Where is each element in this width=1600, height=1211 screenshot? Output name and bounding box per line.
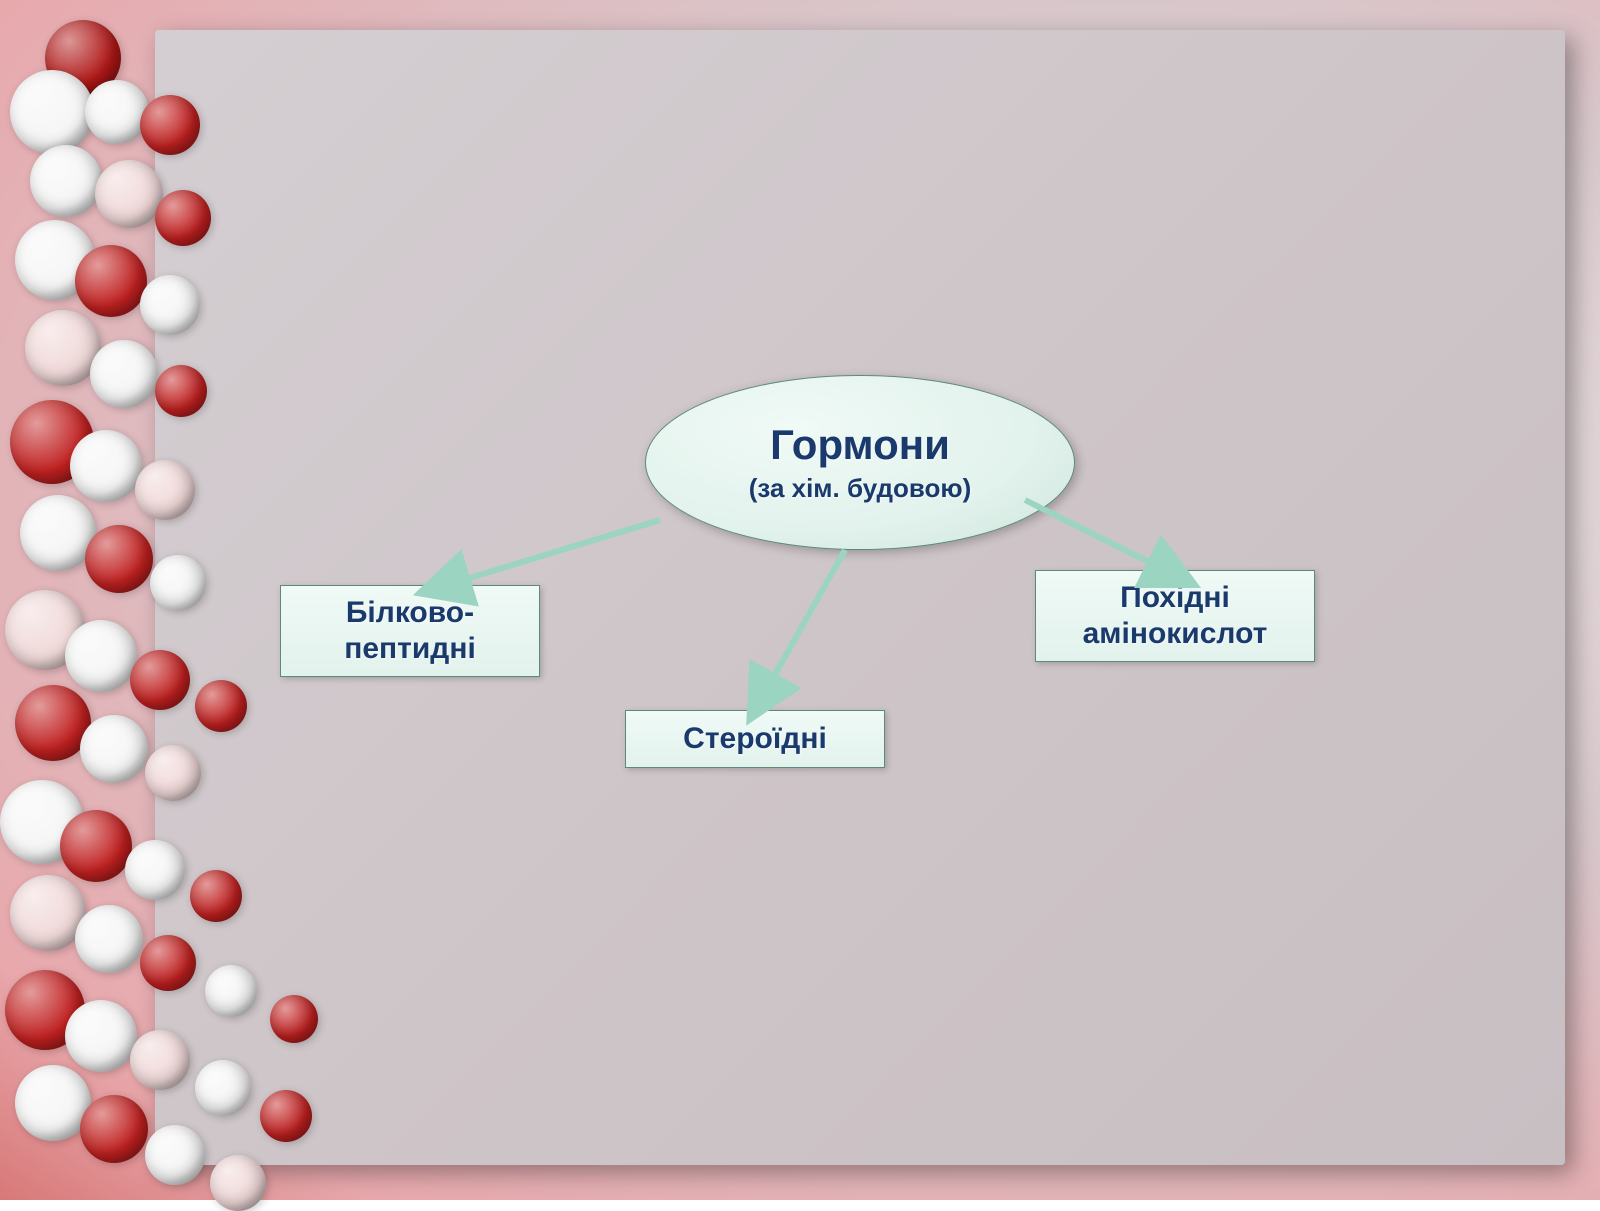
molecule-sphere [85, 525, 153, 593]
molecule-sphere [30, 145, 102, 217]
molecule-sphere [95, 160, 163, 228]
molecule-sphere [85, 80, 149, 144]
molecule-sphere [90, 340, 158, 408]
molecule-sphere [75, 245, 147, 317]
molecule-sphere [60, 810, 132, 882]
arrow [755, 550, 845, 710]
molecule-sphere [65, 620, 137, 692]
molecule-sphere [10, 70, 94, 154]
arrow [430, 520, 660, 590]
molecule-sphere [80, 715, 148, 783]
molecule-sphere [65, 1000, 137, 1072]
arrow [1025, 500, 1185, 580]
molecule-sphere [75, 905, 143, 973]
diagram-container: Гормони (за хім. будовою) Білково- пепти… [155, 30, 1565, 1165]
arrows-layer [155, 30, 1565, 1165]
molecule-sphere [70, 430, 142, 502]
molecule-sphere [80, 1095, 148, 1163]
